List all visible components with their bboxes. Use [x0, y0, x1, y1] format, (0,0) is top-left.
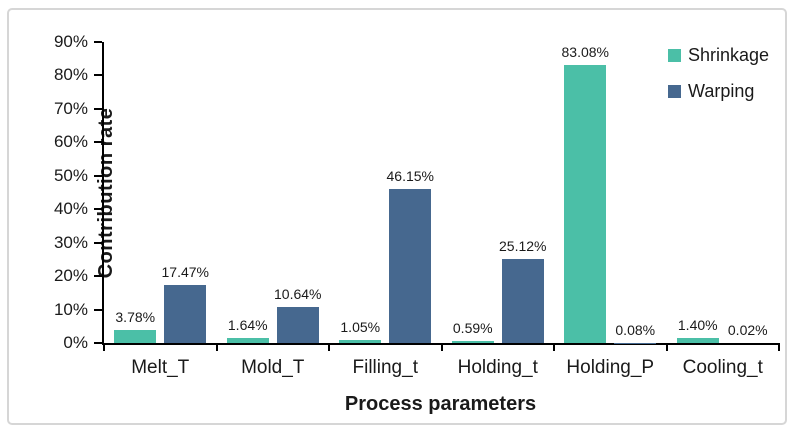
legend: Shrinkage Warping	[668, 46, 769, 101]
y-tick-mark	[94, 241, 102, 244]
legend-label-shrinkage: Shrinkage	[688, 45, 770, 65]
bar-value-label-shrinkage-Cooling_t: 1.40%	[677, 317, 718, 334]
x-tick-mark	[778, 343, 780, 351]
y-tick-mark	[94, 275, 102, 278]
y-tick-mark	[94, 208, 102, 211]
legend-item-warping: Warping	[668, 82, 769, 101]
bar-shrinkage-Holding_P	[564, 65, 607, 343]
bar-wrap-shrinkage-Holding_t: 0.59%	[451, 42, 494, 343]
plot-area: 0% 10% 20% 30% 40% 50% 60% 70% 80% 90% 3.78% 17.47%…	[54, 33, 780, 378]
chart-frame: Contribution rate 0% 10% 20% 30% 40% 50% 60% 70…	[7, 8, 787, 425]
y-tick-mark	[94, 107, 102, 110]
legend-label-warping: Warping	[688, 81, 755, 101]
bar-value-label-shrinkage-Mold_T: 1.64%	[227, 316, 268, 333]
bar-shrinkage-Filling_t	[339, 339, 382, 343]
bar-warping-Filling_t	[389, 188, 432, 343]
x-tick-mark	[665, 343, 668, 351]
x-tick-mark	[440, 343, 443, 351]
bar-shrinkage-Cooling_t	[676, 338, 719, 343]
y-tick-label: 50%	[53, 165, 88, 185]
y-tick-label: 0%	[63, 333, 88, 352]
bar-shrinkage-Mold_T	[226, 337, 269, 343]
bar-value-label-warping-Cooling_t: 0.02%	[727, 321, 768, 338]
y-tick-label: 30%	[53, 232, 88, 252]
bar-value-label-shrinkage-Filling_t: 1.05%	[340, 318, 381, 335]
category-label-Filling_t: Filling_t	[352, 357, 418, 378]
bar-value-label-warping-Holding_P: 0.08%	[615, 321, 656, 338]
y-tick-mark	[94, 141, 102, 144]
bar-wrap-warping-Holding_P: 0.08%	[614, 42, 657, 343]
bar-value-label-shrinkage-Holding_t: 0.59%	[452, 320, 493, 337]
bar-wrap-shrinkage-Cooling_t: 1.40%	[676, 42, 719, 343]
legend-swatch-warping-icon	[668, 85, 681, 98]
bar-wrap-warping-Melt_T: 17.47%	[161, 42, 209, 343]
y-tick-mark	[94, 342, 102, 344]
category-label-Holding_P: Holding_P	[566, 357, 655, 378]
bar-group-Holding_P: 83.08% 0.08%	[554, 42, 667, 343]
bar-group-Melt_T: 3.78% 17.47%	[104, 42, 217, 343]
y-tick-label: 70%	[53, 98, 88, 118]
bar-wrap-warping-Filling_t: 46.15%	[386, 42, 434, 343]
x-tick-mark	[328, 343, 330, 351]
x-tick-mark	[553, 343, 555, 351]
bar-value-label-warping-Melt_T: 17.47%	[161, 263, 209, 280]
bar-group-Filling_t: 1.05% 46.15%	[329, 42, 442, 343]
category-label-Mold_T: Mold_T	[241, 357, 305, 378]
y-tick-mark	[94, 174, 102, 177]
bar-value-label-shrinkage-Melt_T: 3.78%	[115, 309, 156, 326]
x-tick-mark	[215, 343, 218, 351]
category-label-Melt_T: Melt_T	[131, 357, 190, 378]
y-tick-mark	[94, 74, 102, 77]
y-tick-label: 90%	[53, 32, 88, 51]
bar-wrap-shrinkage-Filling_t: 1.05%	[339, 42, 382, 343]
bar-shrinkage-Holding_t	[451, 341, 494, 343]
legend-item-shrinkage: Shrinkage	[668, 46, 769, 65]
bar-shrinkage-Melt_T	[114, 330, 157, 343]
y-tick-mark	[94, 41, 102, 43]
bar-wrap-shrinkage-Holding_P: 83.08%	[561, 42, 609, 343]
bar-wrap-warping-Mold_T: 10.64%	[274, 42, 322, 343]
legend-swatch-shrinkage-icon	[668, 49, 681, 62]
y-tick-label: 60%	[53, 132, 88, 152]
x-tick-mark	[103, 343, 105, 351]
y-tick-label: 20%	[53, 266, 88, 286]
category-label-Holding_t: Holding_t	[457, 357, 538, 378]
bar-value-label-shrinkage-Holding_P: 83.08%	[561, 44, 609, 61]
bar-group-Cooling_t: 1.40% 0.02%	[667, 42, 780, 343]
bar-warping-Melt_T	[164, 284, 207, 343]
bar-warping-Holding_t	[501, 259, 544, 343]
bar-value-label-warping-Filling_t: 46.15%	[386, 167, 434, 184]
category-label-Cooling_t: Cooling_t	[682, 357, 763, 378]
y-tick-label: 10%	[53, 299, 88, 319]
bar-group-Holding_t: 0.59% 25.12%	[442, 42, 555, 343]
bar-value-label-warping-Mold_T: 10.64%	[274, 286, 322, 303]
bar-wrap-warping-Holding_t: 25.12%	[499, 42, 547, 343]
bar-wrap-warping-Cooling_t: 0.02%	[726, 42, 769, 343]
bar-wrap-shrinkage-Mold_T: 1.64%	[226, 42, 269, 343]
bar-value-label-warping-Holding_t: 25.12%	[499, 238, 547, 254]
bar-wrap-shrinkage-Melt_T: 3.78%	[114, 42, 157, 343]
bar-warping-Mold_T	[276, 307, 319, 343]
y-tick-mark	[94, 308, 102, 311]
y-tick-label: 40%	[53, 199, 88, 219]
y-tick-label: 80%	[53, 65, 88, 85]
x-axis-title: Process parameters	[344, 393, 537, 415]
bar-group-Mold_T: 1.64% 10.64%	[217, 42, 330, 343]
